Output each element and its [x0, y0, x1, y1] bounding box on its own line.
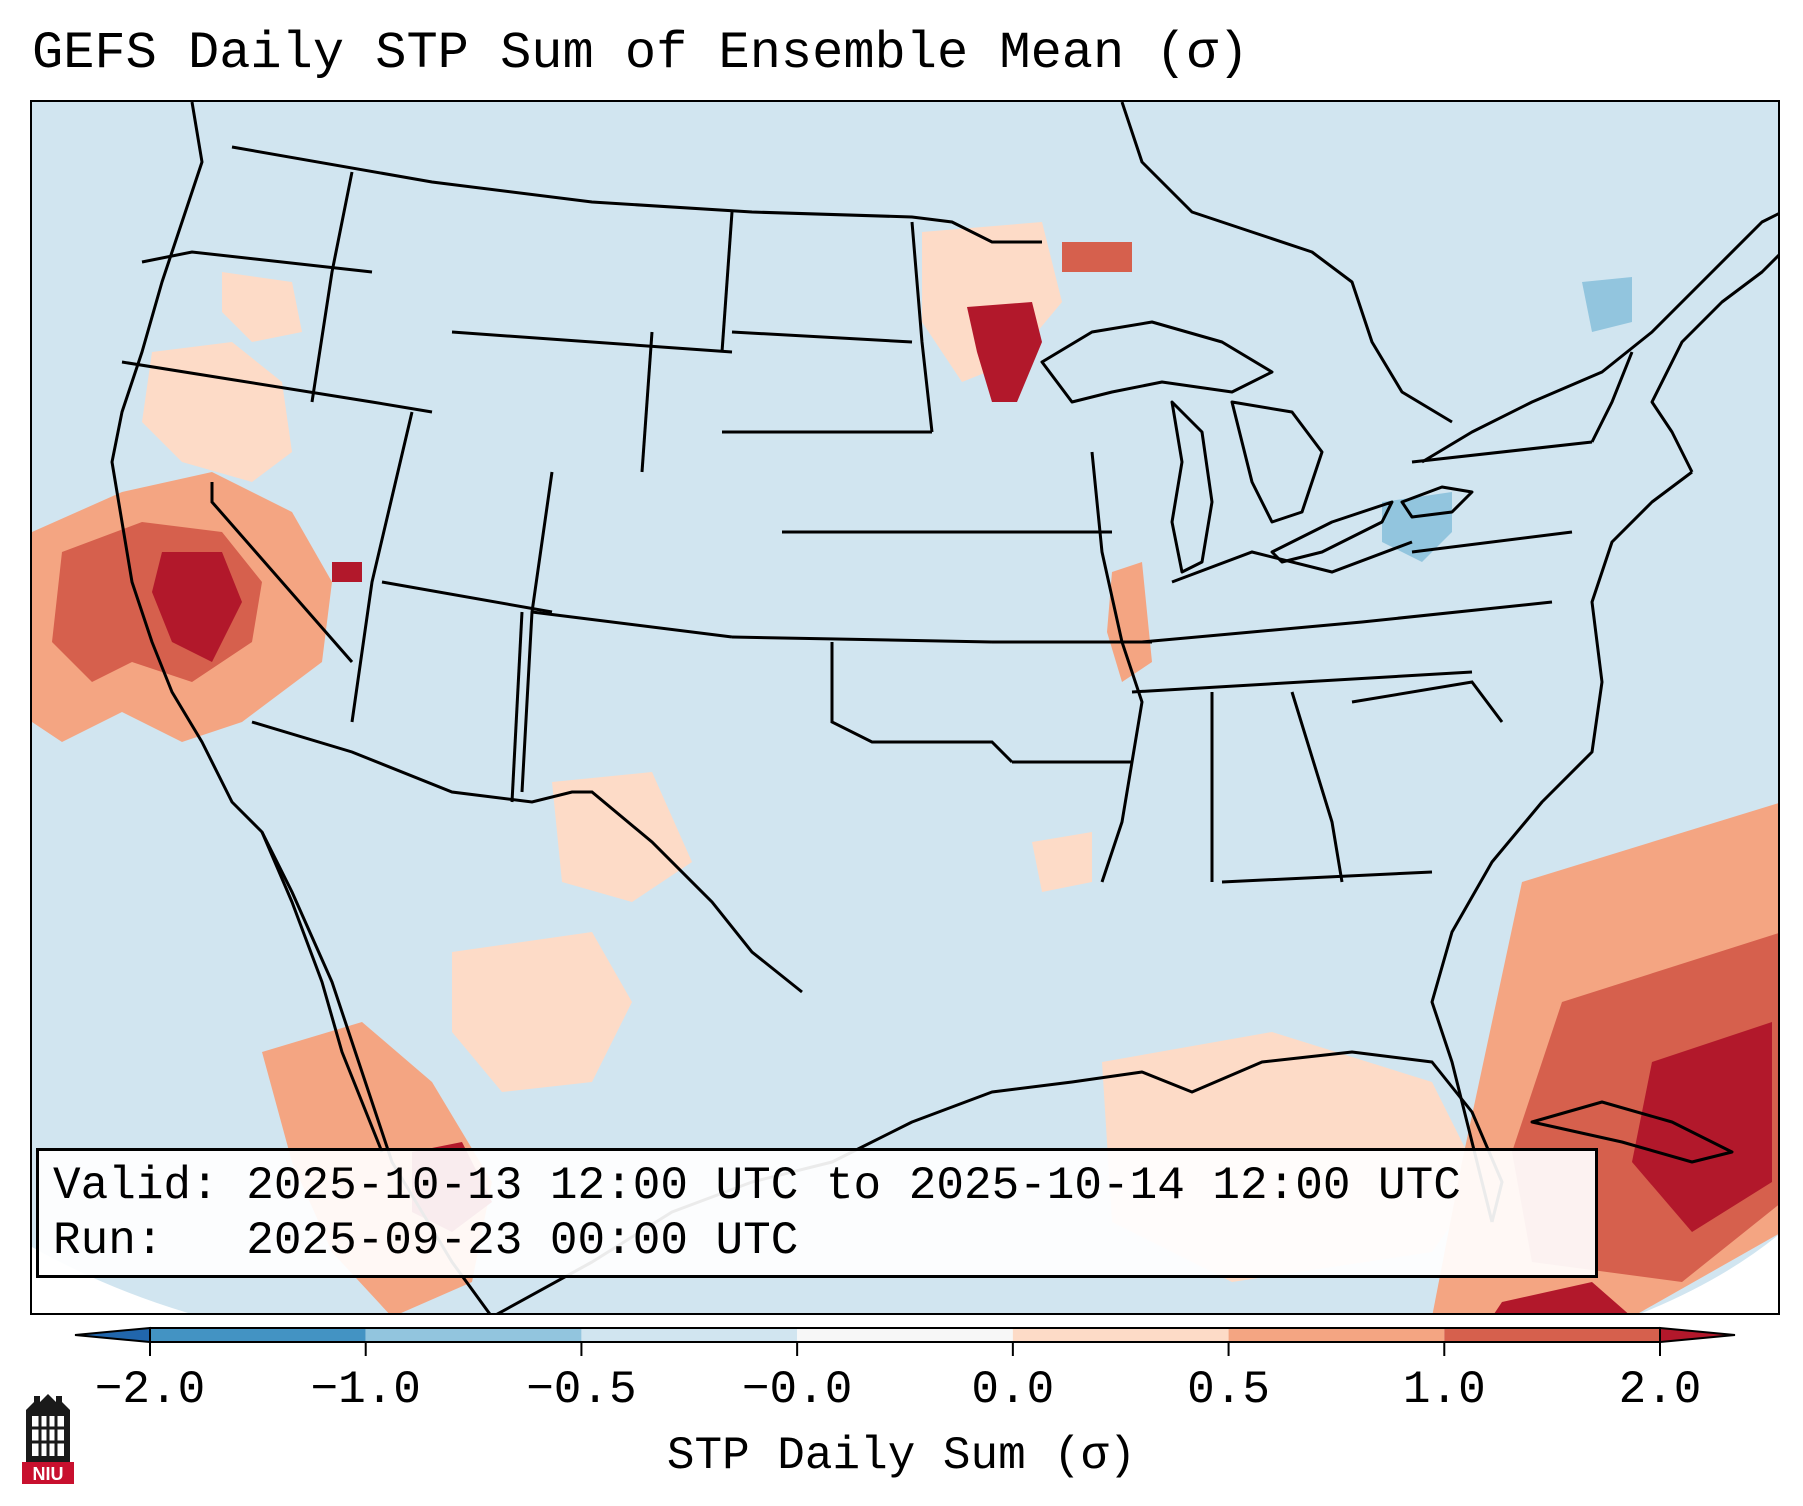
colorbar: [74, 1326, 1736, 1356]
niu-logo: NIU: [22, 1394, 74, 1484]
border-wy-east: [640, 331, 654, 473]
border-mn-west: [910, 221, 934, 433]
colorbar-tick-label: −0.5: [526, 1364, 637, 1416]
anomaly-pacnw-north: [222, 272, 302, 342]
colorbar-segment: [1012, 1328, 1229, 1342]
border-wa-or: [141, 250, 373, 274]
logo-text: NIU: [33, 1464, 64, 1484]
colorbar-outline: [149, 1327, 1661, 1343]
great-lakes-michigan: [1170, 400, 1214, 574]
map-canvas: [32, 102, 1778, 1313]
chart-title: GEFS Daily STP Sum of Ensemble Mean (σ): [32, 24, 1249, 83]
border-nd-mt: [720, 211, 734, 353]
great-lakes-huron: [1230, 400, 1324, 524]
run-label: Run:: [53, 1215, 164, 1267]
border-ut-az: [381, 580, 553, 614]
colorbar-segment: [797, 1328, 1013, 1342]
anomaly-southwest-light: [452, 932, 632, 1092]
coastline-pacific: [110, 102, 491, 1313]
border-co-west: [520, 471, 554, 793]
colorbar-tick-label: −1.0: [310, 1364, 421, 1416]
border-carolinas: [1351, 680, 1504, 723]
border-or-ca-nv: [121, 360, 433, 414]
run-value: 2025-09-23 00:00 UTC: [246, 1215, 799, 1267]
hudson-bay-shore: [1120, 102, 1453, 424]
colorbar-segment: [1228, 1328, 1445, 1342]
border-new-england: [1590, 351, 1634, 443]
border-nd-sd: [731, 330, 913, 344]
border-co-nm: [531, 610, 733, 639]
border-tn-south: [1131, 670, 1473, 694]
border-ok-tx: [830, 642, 1014, 764]
domain-mask-right: [1642, 1235, 1778, 1313]
border-pa-south: [1411, 530, 1573, 554]
colorbar-extend-under: [74, 1326, 151, 1344]
domain-mask-left: [32, 1247, 189, 1313]
coastline-baja: [260, 831, 384, 1153]
colorbar-tick-label: 1.0: [1402, 1364, 1486, 1416]
info-box: Valid: 2025-10-13 12:00 UTC to 2025-10-1…: [36, 1148, 1598, 1278]
border-pa-ny: [1411, 440, 1593, 464]
border-al-ga: [1290, 691, 1344, 883]
anomaly-minnesota-strong: [967, 302, 1042, 402]
border-ks-ok: [731, 635, 993, 644]
anomaly-arkansas-light: [1032, 832, 1092, 892]
anomaly-nm-light: [552, 772, 692, 902]
colorbar-tick-label: 0.0: [971, 1364, 1055, 1416]
anomaly-nevada-strong: [332, 562, 362, 582]
border-ca-nv-diag: [210, 482, 354, 663]
border-id-mt: [310, 171, 354, 403]
state-borders: [121, 145, 1634, 994]
colorbar-segment: [150, 1328, 366, 1342]
cuba-outline: [1530, 1100, 1734, 1164]
colorbar-tick-label: 2.0: [1618, 1364, 1702, 1416]
colorbar-segment: [1444, 1328, 1660, 1342]
colorbar-segment: [365, 1328, 582, 1342]
valid-label: Valid:: [53, 1160, 219, 1212]
anomaly-pacnw-light: [142, 342, 292, 482]
border-nv-ut: [350, 411, 414, 723]
colorbar-extend-over: [1659, 1326, 1736, 1344]
coastline-stlawrence: [1421, 212, 1778, 464]
anomaly-quebec-neg: [1582, 277, 1632, 332]
coastline-atlantic: [1430, 470, 1693, 1223]
border-ga-fl: [1221, 870, 1433, 884]
valid-value: 2025-10-13 12:00 UTC to 2025-10-14 12:00…: [246, 1160, 1461, 1212]
border-canada-us: [231, 145, 1042, 244]
border-tn-ky: [1141, 600, 1553, 644]
colorbar-tick-label: 0.5: [1187, 1364, 1270, 1416]
border-mexico-us: [251, 720, 803, 994]
colorbar-tick-label: −2.0: [94, 1364, 206, 1416]
great-lakes-ontario: [1400, 485, 1474, 519]
anomaly-california-strong: [152, 552, 242, 662]
border-ohio-river: [1171, 540, 1413, 584]
anomaly-canada-north: [1062, 242, 1132, 272]
great-lakes-superior: [1040, 320, 1274, 404]
colorbar-segment: [581, 1328, 798, 1342]
colorbar-tick-label: −0.0: [741, 1364, 853, 1416]
great-lakes-erie: [1270, 500, 1394, 564]
border-mt-wy: [451, 330, 733, 354]
coastline-northeast: [1650, 253, 1778, 473]
border-az-nm: [510, 611, 524, 803]
anomaly-atlantic-strong: [1632, 1022, 1772, 1232]
map-panel: [30, 100, 1780, 1315]
anomaly-caribbean-strong: [1494, 1282, 1628, 1313]
colorbar-label: STP Daily Sum (σ): [666, 1430, 1137, 1482]
anomaly-illinois-light: [1107, 562, 1152, 682]
border-ms-river: [1090, 451, 1144, 883]
anomaly-greatlakes-neg: [1382, 492, 1452, 562]
